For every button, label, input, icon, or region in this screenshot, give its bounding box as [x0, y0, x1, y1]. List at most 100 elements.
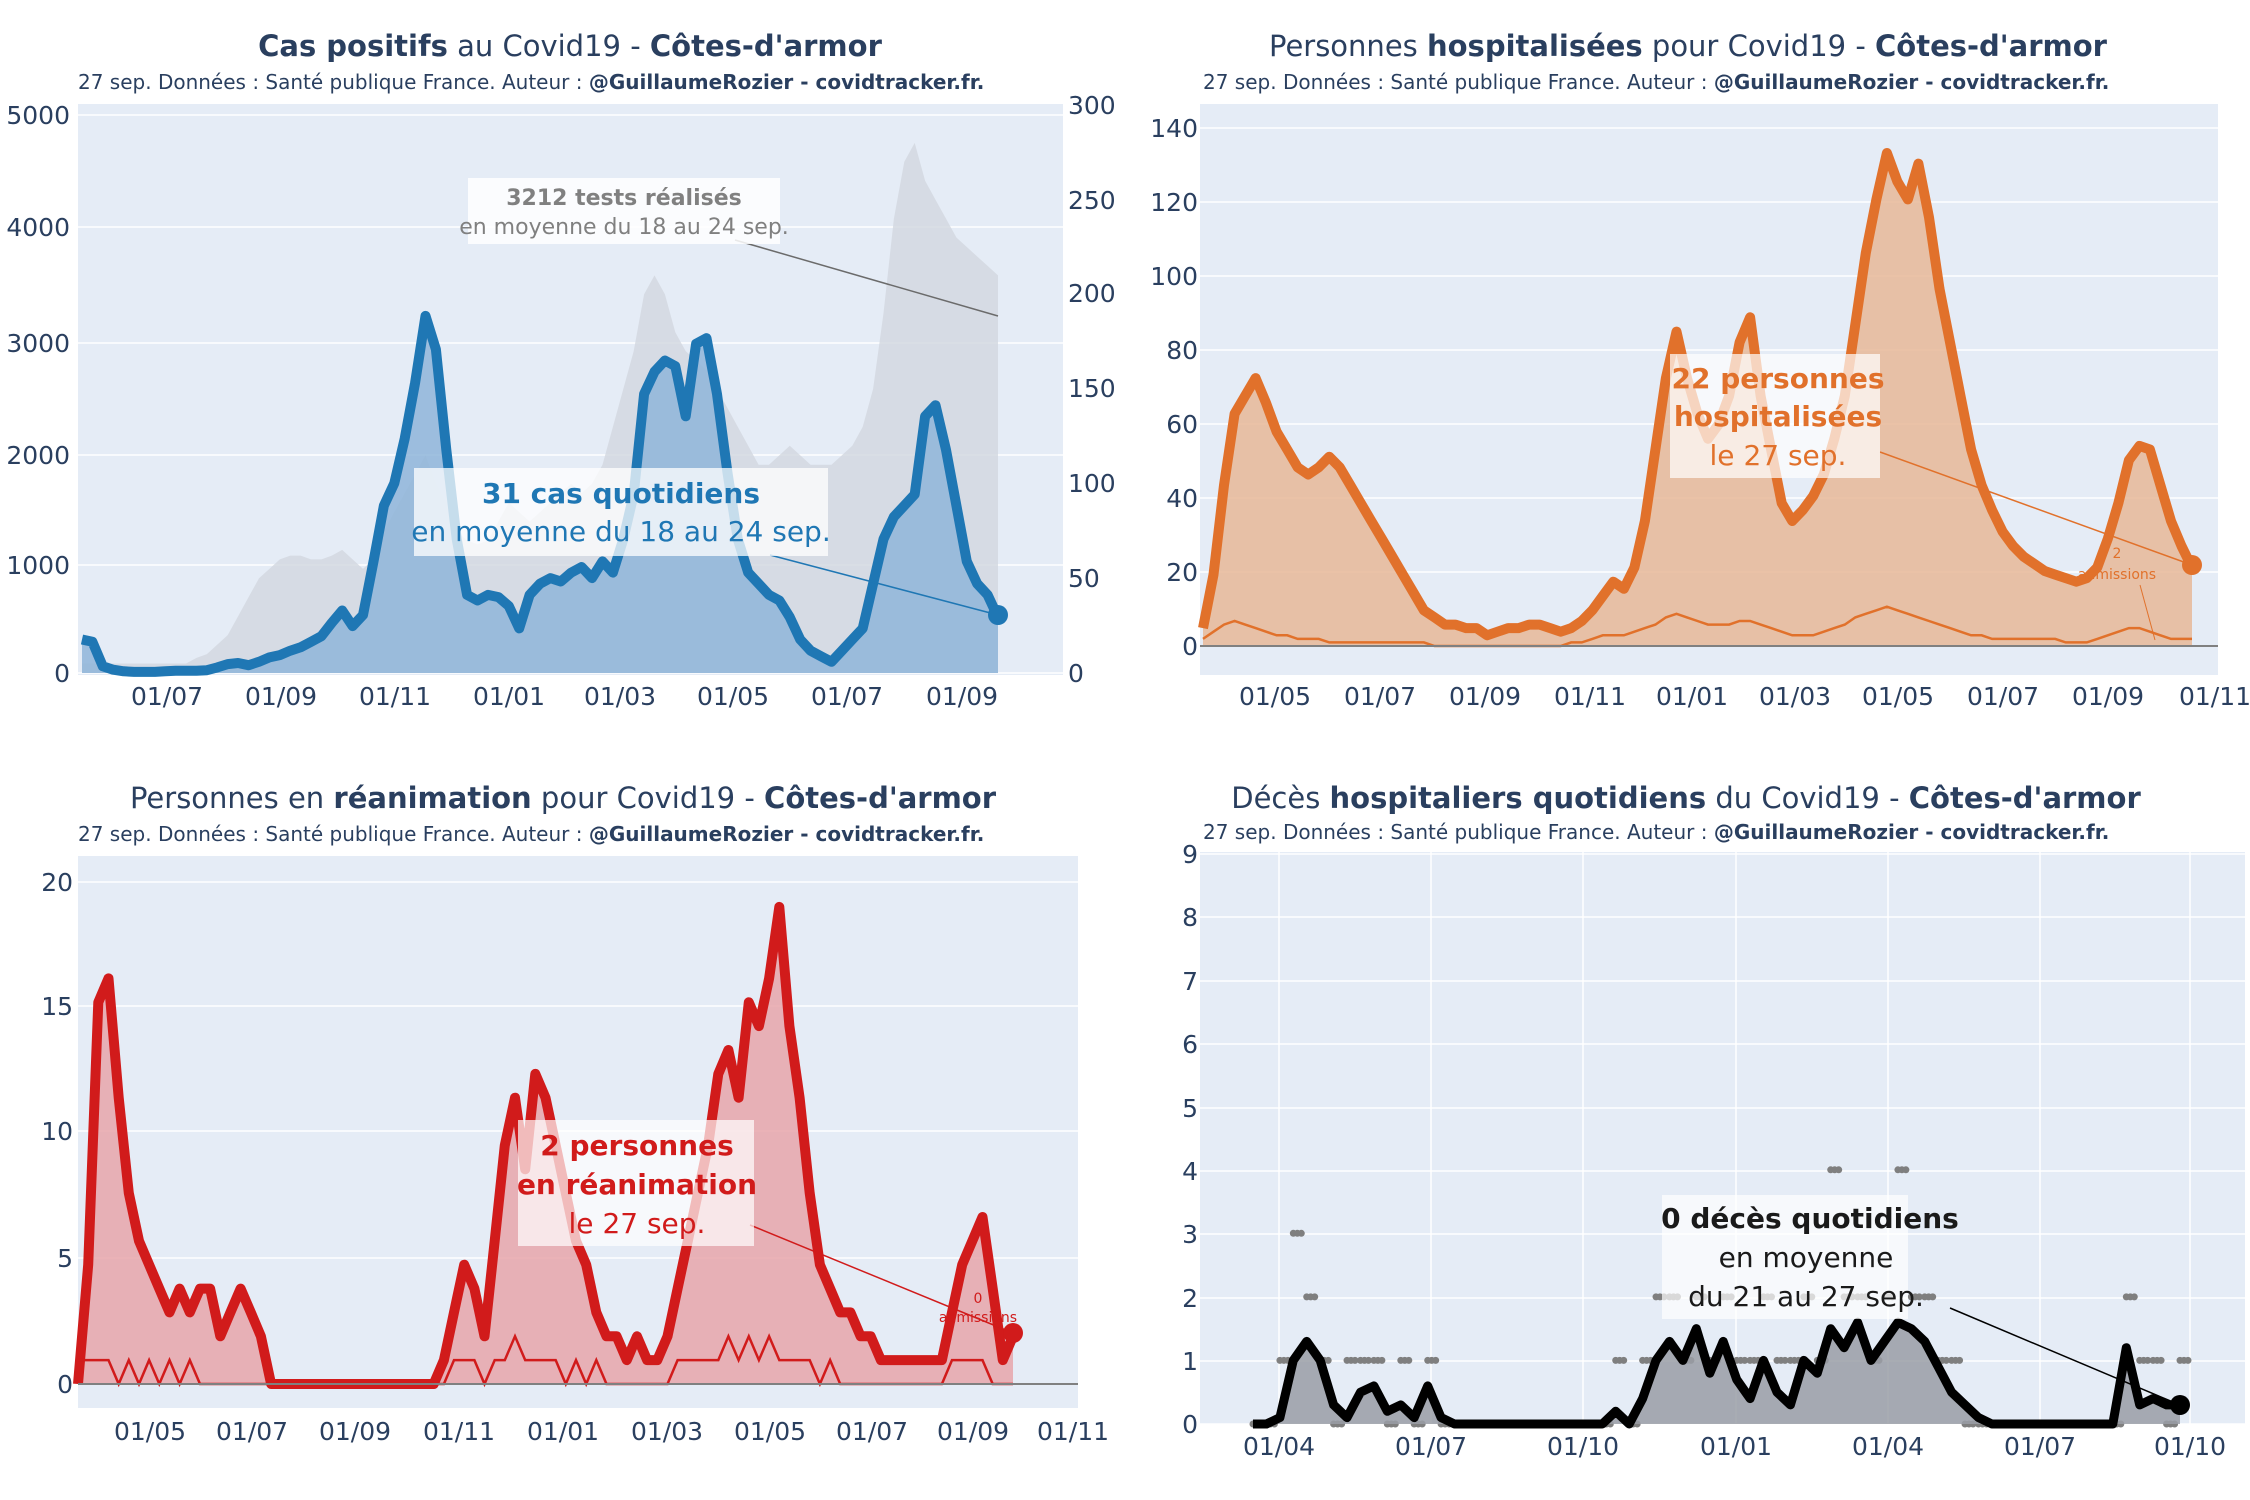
chart-subtitle: 27 sep. Données : Santé publique France.… — [78, 70, 984, 94]
y-tick-label: 5000 — [6, 101, 70, 130]
annotation-deces-text-1: en moyenne — [1719, 1241, 1894, 1274]
y-axis-ticks: 0 5 10 15 20 — [41, 868, 73, 1399]
title-part: Côtes-d'armor — [650, 29, 883, 63]
y-tick-label: 6 — [1182, 1030, 1198, 1059]
y-tick-label: 120 — [1150, 188, 1198, 217]
x-tick-label: 01/07 — [131, 682, 203, 711]
title-part: Personnes — [1269, 29, 1427, 63]
admissions-label: admissions — [2078, 567, 2156, 583]
annotation-box — [468, 178, 780, 244]
daily-death-dot — [1324, 1356, 1332, 1364]
x-tick-label: 01/09 — [319, 1417, 391, 1446]
annotation-deces-bold: 0 décès quotidiens — [1661, 1202, 1959, 1235]
plot-area — [1200, 852, 2245, 1424]
y-axis-ticks: 0 1 2 3 4 5 6 7 8 9 — [1182, 840, 1198, 1439]
y-tick-label: 2 — [1182, 1284, 1198, 1313]
daily-death-dot — [1351, 1356, 1359, 1364]
y-tick-label: 40 — [1166, 484, 1198, 513]
x-tick-label: 01/07 — [2004, 1432, 2076, 1461]
x-tick-label: 01/07 — [811, 682, 883, 711]
y-tick-label: 7 — [1182, 967, 1198, 996]
daily-death-dot — [1902, 1166, 1910, 1174]
x-tick-label: 01/03 — [1759, 682, 1831, 711]
daily-death-dot — [2184, 1356, 2192, 1364]
chart-subtitle: 27 sep. Données : Santé publique France.… — [78, 822, 984, 846]
admissions-line — [1202, 605, 2192, 648]
annotation-tests-bold: 3212 tests réalisés — [506, 186, 742, 211]
cases-area — [80, 310, 1003, 677]
x-tick-label: 01/11 — [1037, 1417, 1109, 1446]
x-tick-label: 01/05 — [114, 1417, 186, 1446]
title-part: hospitalisées — [1427, 29, 1643, 63]
x-tick-label: 01/01 — [527, 1417, 599, 1446]
annotation-leader — [749, 1224, 1014, 1334]
y-tick-label: 140 — [1150, 114, 1198, 143]
last-value-marker — [2182, 555, 2202, 575]
chart-deces: Décès hospitaliers quotidiens du Covid19… — [1182, 781, 2245, 1461]
x-tick-label: 01/11 — [1554, 682, 1626, 711]
x-tick-label: 01/09 — [2072, 682, 2144, 711]
title-part: @GuillaumeRozier - covidtracker.fr. — [1714, 70, 2109, 94]
x-axis-ticks: 01/05 01/07 01/09 01/11 01/01 01/03 01/05 01/07… — [1239, 682, 2250, 711]
title-part: 27 sep. Données : Santé publique France.… — [78, 70, 589, 94]
x-tick-label: 01/07 — [1344, 682, 1416, 711]
x-tick-label: 01/10 — [2154, 1432, 2226, 1461]
y-tick-label: 15 — [41, 992, 73, 1021]
x-tick-label: 01/04 — [1243, 1432, 1315, 1461]
chart-title: Cas positifs au Covid19 - Côtes-d'armor — [258, 29, 882, 63]
y2-tick-label: 250 — [1068, 186, 1116, 215]
series-line — [80, 310, 1003, 677]
x-tick-label: 01/11 — [423, 1417, 495, 1446]
x-tick-label: 01/05 — [697, 682, 769, 711]
annotation-box — [518, 1120, 754, 1246]
x-tick-label: 01/11 — [359, 682, 431, 711]
y2-tick-label: 200 — [1068, 279, 1116, 308]
daily-death-dot — [1781, 1356, 1789, 1364]
y-tick-label: 4 — [1182, 1157, 1198, 1186]
title-part: Côtes-d'armor — [764, 781, 997, 815]
title-part: 27 sep. Données : Santé publique France.… — [1203, 70, 1714, 94]
deaths-area — [1253, 1317, 2180, 1429]
y-tick-label: 0 — [54, 659, 70, 688]
x-tick-label: 01/01 — [473, 682, 545, 711]
x-tick-label: 01/09 — [245, 682, 317, 711]
y-tick-label: 5 — [1182, 1094, 1198, 1123]
annotation-tests: 3212 tests réalisés en moyenne du 18 au … — [459, 178, 999, 317]
series-fill — [1203, 153, 2192, 646]
annotation-rea-text: le 27 sep. — [569, 1207, 706, 1240]
daily-death-dot — [1378, 1356, 1386, 1364]
chart-hospitalisations: Personnes hospitalisées pour Covid19 - C… — [1150, 29, 2250, 711]
chart-cas-positifs: Cas positifs au Covid19 - Côtes-d'armor … — [6, 29, 1115, 711]
title-part: 27 sep. Données : Santé publique France.… — [78, 822, 589, 846]
annotation-rea-bold-1: 2 personnes — [540, 1129, 734, 1162]
x-tick-label: 01/07 — [1395, 1432, 1467, 1461]
admissions-count: 2 — [2113, 546, 2122, 562]
y-tick-label: 8 — [1182, 903, 1198, 932]
x-tick-label: 01/03 — [584, 682, 656, 711]
y-tick-label: 4000 — [6, 213, 70, 242]
y2-tick-label: 150 — [1068, 374, 1116, 403]
x-tick-label: 01/07 — [1967, 682, 2039, 711]
title-part: hospitaliers quotidiens — [1330, 781, 1707, 815]
title-part: 27 sep. Données : Santé publique France.… — [1203, 820, 1714, 844]
daily-death-dot — [2130, 1293, 2138, 1301]
series-fill — [82, 315, 998, 673]
y-tick-label: 20 — [1166, 558, 1198, 587]
title-part: réanimation — [333, 781, 531, 815]
x-tick-label: 01/03 — [631, 1417, 703, 1446]
annotation-leader — [734, 239, 999, 317]
title-part: @GuillaumeRozier - covidtracker.fr. — [589, 70, 984, 94]
y-tick-label: 100 — [1150, 262, 1198, 291]
annotation-box — [414, 468, 828, 556]
title-part: pour Covid19 - — [532, 781, 764, 815]
x-tick-label: 01/05 — [1239, 682, 1311, 711]
y-tick-label: 10 — [41, 1117, 73, 1146]
x-axis-ticks: 01/07 01/09 01/11 01/01 01/03 01/05 01/07 01/09 — [131, 682, 998, 711]
daily-death-dot — [1620, 1356, 1628, 1364]
y-tick-label: 5 — [57, 1244, 73, 1273]
daily-death-dot — [1741, 1356, 1749, 1364]
y-tick-label: 0 — [1182, 632, 1198, 661]
title-part: Côtes-d'armor — [1875, 29, 2108, 63]
annotation-tests-text: en moyenne du 18 au 24 sep. — [459, 215, 789, 240]
